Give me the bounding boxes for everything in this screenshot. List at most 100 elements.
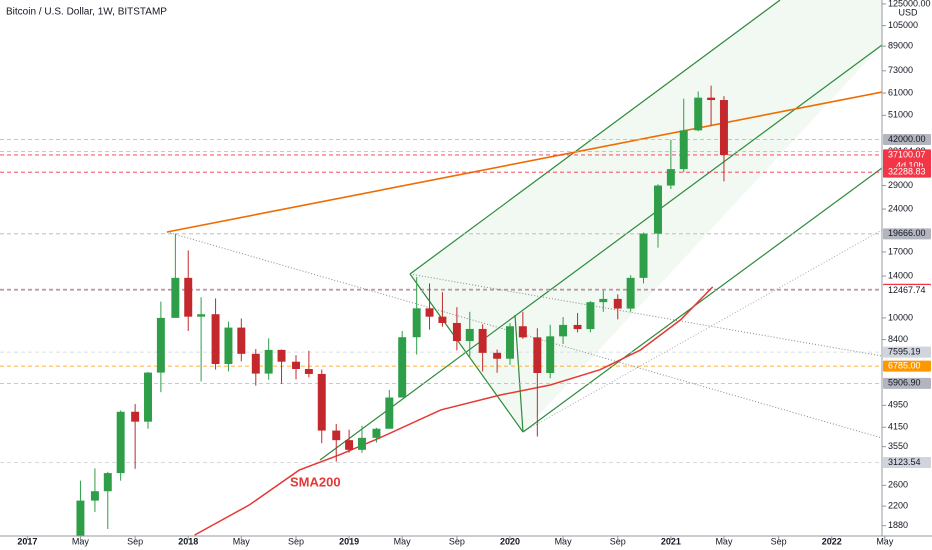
channel-line bbox=[522, 167, 882, 433]
price-label: 5906.90 bbox=[888, 378, 921, 388]
candle-body bbox=[546, 336, 555, 373]
price-label: 37100.07 bbox=[888, 149, 926, 159]
candle-body bbox=[679, 130, 688, 170]
price-label: 19666.00 bbox=[888, 228, 926, 238]
price-label: 6785.00 bbox=[888, 360, 921, 370]
y-tick-label: 125000.00 bbox=[888, 0, 931, 8]
price-label: 7595.19 bbox=[888, 346, 921, 356]
y-tick-label: 2200 bbox=[888, 500, 908, 510]
candle-body bbox=[156, 317, 165, 373]
x-tick-label: Sep bbox=[288, 536, 304, 546]
candle-body bbox=[317, 373, 326, 431]
candle-body bbox=[694, 97, 703, 131]
channel-line bbox=[514, 314, 524, 433]
x-tick-label: May bbox=[715, 536, 733, 546]
y-tick-label: 4950 bbox=[888, 400, 908, 410]
x-tick-label: 2021 bbox=[661, 536, 681, 546]
candle-body bbox=[493, 352, 502, 359]
candle-body bbox=[211, 314, 220, 365]
y-tick-label: 1880 bbox=[888, 520, 908, 530]
y-tick-label: 29000 bbox=[888, 180, 913, 190]
candle-body bbox=[559, 324, 568, 337]
x-tick-label: May bbox=[876, 536, 894, 546]
candle-body bbox=[131, 411, 140, 422]
price-label-box bbox=[883, 377, 931, 389]
channel-line bbox=[409, 0, 781, 275]
price-label: 32288.83 bbox=[888, 167, 926, 177]
candle-body bbox=[654, 185, 662, 234]
candle-body bbox=[197, 314, 206, 317]
sma-label: SMA200 bbox=[290, 474, 341, 489]
candle-body bbox=[357, 437, 366, 450]
y-tick-label: 2600 bbox=[888, 480, 908, 490]
candle-body bbox=[533, 337, 542, 373]
price-label-box bbox=[883, 166, 931, 178]
price-label-box bbox=[883, 284, 931, 296]
price-label-box bbox=[883, 457, 931, 469]
candle-body bbox=[478, 328, 487, 353]
price-label: 3123.54 bbox=[888, 457, 921, 467]
candle-body bbox=[171, 277, 180, 318]
trend-line bbox=[409, 273, 882, 357]
x-tick-label: May bbox=[394, 536, 412, 546]
y-tick-label: 3550 bbox=[888, 441, 908, 451]
candle-body bbox=[599, 298, 608, 303]
x-tick-label: Sep bbox=[449, 536, 465, 546]
x-tick-label: May bbox=[555, 536, 573, 546]
candle-body bbox=[116, 411, 125, 474]
candle-body bbox=[345, 440, 354, 450]
candle-body bbox=[518, 326, 527, 338]
candle-body bbox=[76, 500, 85, 536]
y-tick-label: 105000 bbox=[888, 20, 918, 30]
candle-body bbox=[506, 326, 514, 359]
candle-body bbox=[398, 337, 407, 398]
candle-body bbox=[452, 322, 461, 342]
y-tick-label: 10000 bbox=[888, 312, 913, 322]
x-tick-label: 2017 bbox=[17, 536, 37, 546]
x-tick-label: May bbox=[233, 536, 251, 546]
candle-body bbox=[304, 368, 313, 374]
y-tick-label: 14000 bbox=[888, 270, 913, 280]
candle-body bbox=[639, 233, 648, 278]
candle-body bbox=[90, 491, 99, 501]
candle-body bbox=[144, 372, 152, 422]
resistance-line bbox=[166, 91, 882, 233]
candle-body bbox=[613, 298, 622, 309]
candle-body bbox=[666, 169, 675, 186]
channel-line bbox=[409, 273, 524, 433]
x-tick-label: Sep bbox=[610, 536, 626, 546]
candle-body bbox=[224, 327, 233, 365]
axis-labels: 125000.00 105000 89000 73000 61000 51000 29000… bbox=[17, 0, 931, 546]
x-tick-label: 2022 bbox=[822, 536, 842, 546]
candle-body bbox=[103, 473, 112, 492]
candle-body bbox=[292, 361, 300, 369]
candle-body bbox=[264, 349, 273, 374]
price-label-box bbox=[883, 346, 931, 358]
x-tick-label: 2020 bbox=[500, 536, 520, 546]
price-label-box bbox=[883, 360, 931, 372]
sma-line bbox=[194, 286, 714, 536]
y-tick-label: 61000 bbox=[888, 87, 913, 97]
candle-body bbox=[707, 97, 716, 101]
candle-body bbox=[277, 349, 286, 362]
candle-body bbox=[573, 324, 582, 330]
x-tick-label: May bbox=[72, 536, 90, 546]
chart-title: Bitcoin / U.S. Dollar, 1W, BITSTAMP bbox=[6, 7, 167, 18]
y-tick-label: 17000 bbox=[888, 246, 913, 256]
candle-body bbox=[719, 100, 728, 155]
candle-body bbox=[332, 430, 341, 441]
candle-body bbox=[385, 397, 394, 429]
y-tick-label: 24000 bbox=[888, 203, 913, 213]
price-label-box bbox=[883, 133, 931, 145]
y-tick-label: 4150 bbox=[888, 422, 908, 432]
y-tick-label: 89000 bbox=[888, 41, 913, 51]
price-label: 42000.00 bbox=[888, 134, 926, 144]
candle-body bbox=[465, 328, 474, 342]
x-tick-label: Sep bbox=[127, 536, 143, 546]
price-label-box bbox=[883, 149, 931, 172]
candle-body bbox=[586, 302, 595, 330]
y-tick-label: 8400 bbox=[888, 334, 908, 344]
price-label-box bbox=[883, 228, 931, 240]
axis-unit: USD bbox=[898, 7, 918, 17]
price-label: 12467.74 bbox=[888, 285, 926, 295]
